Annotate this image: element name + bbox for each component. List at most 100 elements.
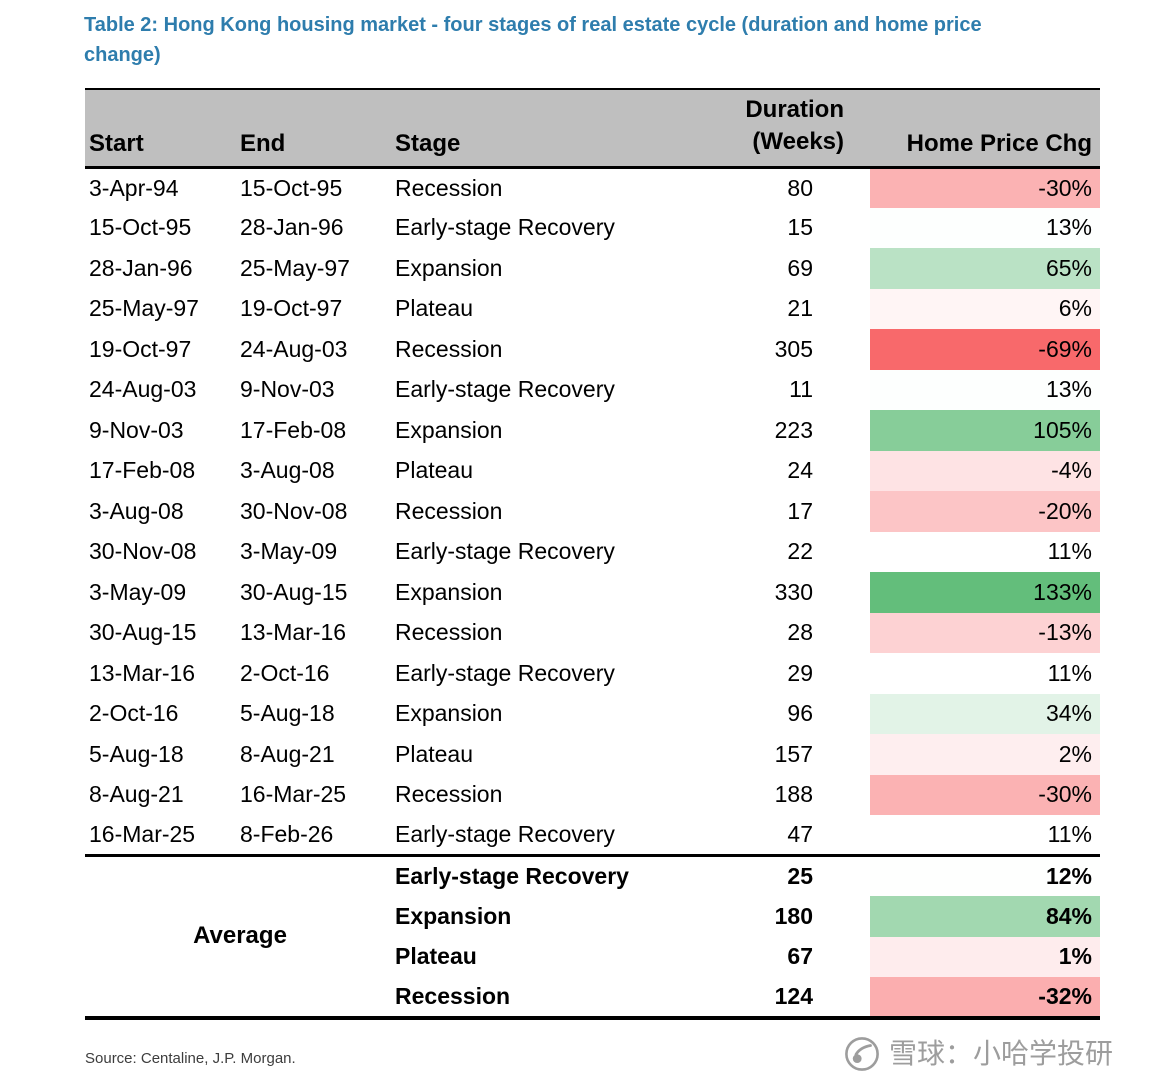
cell-price: -20% (870, 491, 1100, 532)
table-row: 15-Oct-95 28-Jan-96 Early-stage Recovery 15… (85, 207, 1100, 248)
header-end: End (240, 89, 395, 169)
cell-price: 11% (870, 531, 1100, 572)
cell-duration: 157 (774, 740, 813, 767)
cell-price: -30% (870, 774, 1100, 815)
cell-end: 3-Aug-08 (240, 457, 335, 484)
cell-end: 5-Aug-18 (240, 700, 335, 727)
cell-price: -69% (870, 329, 1100, 370)
cell-price: -30% (870, 167, 1100, 208)
cell-stage: Plateau (395, 740, 474, 767)
avg-cell-stage: Recession (395, 982, 511, 1009)
avg-cell-price: 12% (870, 854, 1100, 896)
table-row: 24-Aug-03 9-Nov-03 Early-stage Recovery 11 1… (85, 369, 1100, 410)
cell-start: 8-Aug-21 (89, 781, 184, 808)
header-start: Start (85, 89, 240, 169)
cell-end: 30-Aug-15 (240, 578, 348, 605)
table-header: Start End Stage Duration (Weeks) Home Pr… (85, 89, 1100, 169)
watermark: 雪球：小哈学投研 (844, 1036, 1113, 1072)
table-title: Table 2: Hong Kong housing market - four… (84, 10, 1144, 70)
avg-cell-stage: Plateau (395, 943, 477, 970)
cell-stage: Expansion (395, 700, 503, 727)
cell-stage: Recession (395, 497, 503, 524)
cell-duration: 330 (774, 578, 813, 605)
table-row: 9-Nov-03 17-Feb-08 Expansion 223 105% (85, 410, 1100, 451)
cell-stage: Early-stage Recovery (395, 376, 615, 403)
table-title-line2: change) (84, 44, 161, 66)
cell-end: 15-Oct-95 (240, 174, 343, 201)
cell-duration: 15 (787, 214, 813, 241)
cell-start: 16-Mar-25 (89, 821, 196, 847)
header-stage: Stage (395, 89, 645, 169)
cell-duration: 22 (787, 538, 813, 565)
cell-price: 11% (870, 653, 1100, 694)
avg-cell-stage: Early-stage Recovery (395, 854, 645, 896)
cell-duration: 305 (774, 335, 813, 362)
cell-price: 11% (870, 815, 1100, 856)
average-label: Average (85, 854, 395, 1018)
cell-duration: 17 (787, 497, 813, 524)
cell-stage: Expansion (395, 578, 503, 605)
table-row: 19-Oct-97 24-Aug-03 Recession 305 -69% (85, 329, 1100, 370)
avg-cell-duration: 67 (787, 943, 813, 970)
source-note: Source: Centaline, J.P. Morgan. (85, 1050, 296, 1067)
table-row: 28-Jan-96 25-May-97 Expansion 69 65% (85, 248, 1100, 289)
cell-duration: 24 (787, 457, 813, 484)
table-row: 3-Apr-94 15-Oct-95 Recession 80 -30% (85, 167, 1100, 208)
avg-cell-duration: 124 (774, 982, 813, 1009)
header-duration: Duration (Weeks) (645, 89, 870, 169)
table-row: 3-Aug-08 30-Nov-08 Recession 17 -20% (85, 491, 1100, 532)
cell-stage: Early-stage Recovery (395, 214, 615, 241)
table-row: 3-May-09 30-Aug-15 Expansion 330 133% (85, 572, 1100, 613)
table-body: 3-Apr-94 15-Oct-95 Recession 80 -30% 15-Oct-9… (85, 167, 1100, 856)
cell-price: 2% (870, 734, 1100, 775)
cell-end: 3-May-09 (240, 538, 338, 565)
xueqiu-logo-icon (844, 1036, 880, 1072)
cell-price: -4% (870, 450, 1100, 491)
avg-cell-stage: Expansion (395, 902, 512, 929)
cell-price: 65% (870, 248, 1100, 289)
cell-start: 17-Feb-08 (89, 457, 196, 484)
cell-price: 6% (870, 288, 1100, 329)
table-header-row: Start End Stage Duration (Weeks) Home Pr… (85, 89, 1100, 169)
average-row: Expansion 180 84% (85, 896, 1100, 937)
cell-duration: 21 (787, 295, 813, 322)
table-row: 8-Aug-21 16-Mar-25 Recession 188 -30% (85, 774, 1100, 815)
cell-start: 25-May-97 (89, 295, 199, 322)
table-title-line1: Table 2: Hong Kong housing market - four… (84, 14, 982, 36)
housing-cycle-table: Start End Stage Duration (Weeks) Home Pr… (85, 88, 1100, 1020)
cell-price: 13% (870, 207, 1100, 248)
cell-price: 13% (870, 369, 1100, 410)
cell-start: 30-Aug-15 (89, 619, 197, 646)
table-row: 2-Oct-16 5-Aug-18 Expansion 96 34% (85, 693, 1100, 734)
cell-duration: 47 (787, 821, 813, 847)
table-row: 5-Aug-18 8-Aug-21 Plateau 157 2% (85, 734, 1100, 775)
table-row: 13-Mar-16 2-Oct-16 Early-stage Recovery 29 1… (85, 653, 1100, 694)
watermark-text: 雪球：小哈学投研 (888, 1038, 1113, 1069)
cell-end: 9-Nov-03 (240, 376, 335, 403)
table-averages: Average Early-stage Recovery 25 12% Expansio… (85, 854, 1100, 1018)
cell-duration: 29 (787, 659, 813, 686)
table-row: 30-Aug-15 13-Mar-16 Recession 28 -13% (85, 612, 1100, 653)
cell-start: 13-Mar-16 (89, 659, 196, 686)
cell-start: 28-Jan-96 (89, 254, 193, 281)
cell-price: -13% (870, 612, 1100, 653)
cell-end: 19-Oct-97 (240, 295, 343, 322)
average-row: Recession 124 -32% (85, 977, 1100, 1018)
table-row: 25-May-97 19-Oct-97 Plateau 21 6% (85, 288, 1100, 329)
cell-duration: 28 (787, 619, 813, 646)
cell-end: 16-Mar-25 (240, 781, 347, 808)
cell-end: 28-Jan-96 (240, 214, 344, 241)
cell-stage: Recession (395, 174, 503, 201)
cell-duration: 223 (774, 416, 813, 443)
cell-duration: 69 (787, 254, 813, 281)
cell-stage: Recession (395, 781, 503, 808)
cell-start: 3-Apr-94 (89, 174, 179, 201)
cell-stage: Expansion (395, 416, 503, 443)
cell-start: 24-Aug-03 (89, 376, 197, 403)
cell-duration: 80 (787, 174, 813, 201)
cell-duration: 96 (787, 700, 813, 727)
cell-start: 30-Nov-08 (89, 538, 197, 565)
avg-cell-price: -32% (870, 977, 1100, 1018)
cell-duration: 11 (789, 376, 813, 403)
